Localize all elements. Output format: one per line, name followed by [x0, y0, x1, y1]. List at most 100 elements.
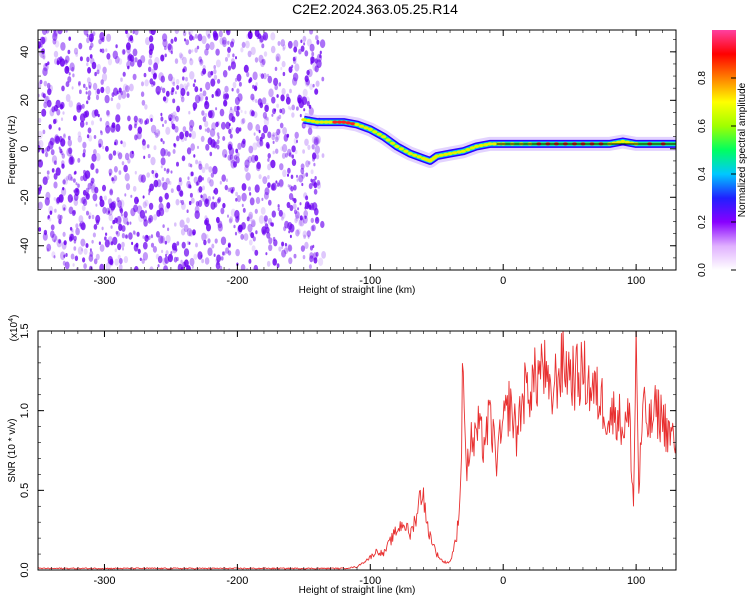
- noise-blob: [197, 145, 199, 149]
- noise-blob: [253, 132, 256, 136]
- noise-blob: [247, 155, 253, 164]
- colorbar-tick-label: 0.8: [697, 71, 708, 85]
- noise-blob: [50, 230, 55, 238]
- noise-blob: [61, 153, 65, 159]
- noise-blob: [153, 145, 157, 151]
- noise-blob: [162, 140, 165, 145]
- noise-blob: [231, 186, 235, 192]
- noise-blob: [240, 109, 243, 113]
- noise-blob: [42, 232, 48, 241]
- noise-blob: [241, 203, 244, 208]
- noise-blob: [121, 161, 125, 166]
- noise-blob: [121, 214, 125, 219]
- noise-blob: [229, 133, 233, 139]
- noise-blob: [88, 254, 94, 262]
- noise-blob: [255, 82, 258, 87]
- noise-blob: [301, 182, 304, 187]
- noise-blob: [41, 36, 46, 45]
- noise-blob: [157, 264, 160, 268]
- noise-blob: [289, 223, 295, 233]
- noise-blob: [158, 235, 164, 244]
- noise-blob: [176, 85, 180, 90]
- noise-blob: [75, 52, 79, 57]
- noise-blob: [291, 64, 294, 69]
- noise-blob: [111, 200, 117, 209]
- noise-blob: [242, 138, 246, 145]
- noise-blob: [79, 89, 82, 95]
- noise-blob: [210, 70, 214, 76]
- noise-blob: [118, 58, 123, 65]
- y-axis-label: Frequency (Hz): [7, 116, 18, 185]
- noise-blob: [72, 73, 75, 78]
- noise-blob: [164, 240, 167, 245]
- noise-blob: [236, 88, 240, 94]
- noise-blob: [142, 195, 145, 199]
- noise-blob: [63, 133, 66, 137]
- noise-blob: [195, 242, 198, 248]
- noise-blob: [289, 107, 292, 111]
- noise-blob: [150, 242, 155, 248]
- noise-blob: [284, 242, 287, 247]
- noise-blob: [281, 107, 286, 115]
- noise-blob: [102, 206, 107, 214]
- noise-blob: [305, 172, 309, 177]
- noise-blob: [162, 33, 168, 42]
- noise-blob: [314, 88, 319, 95]
- noise-blob: [80, 222, 86, 231]
- noise-blob: [55, 99, 61, 109]
- noise-blob: [199, 59, 204, 66]
- noise-blob: [88, 135, 93, 142]
- noise-blob: [73, 198, 79, 206]
- noise-blob: [100, 131, 103, 136]
- noise-blob: [274, 66, 278, 71]
- noise-blob: [124, 173, 130, 182]
- noise-blob: [310, 60, 313, 65]
- noise-blob: [116, 231, 120, 237]
- noise-blob: [148, 58, 153, 66]
- noise-blob: [213, 253, 216, 257]
- noise-blob: [148, 30, 153, 34]
- noise-blob: [98, 241, 101, 245]
- noise-blob: [114, 217, 118, 224]
- y-multiplier-label: (x104): [8, 315, 20, 342]
- noise-blob: [65, 66, 69, 71]
- noise-blob: [266, 143, 270, 149]
- noise-blob: [243, 64, 249, 73]
- noise-blob: [70, 233, 75, 241]
- ridge-peak: [336, 120, 343, 124]
- ridge-peak: [367, 127, 373, 131]
- noise-blob: [130, 59, 135, 67]
- noise-blob: [182, 30, 187, 37]
- noise-blob: [287, 167, 291, 174]
- noise-blob: [201, 166, 206, 174]
- noise-blob: [296, 174, 298, 178]
- noise-blob: [105, 125, 111, 134]
- noise-blob: [162, 224, 165, 229]
- noise-blob: [222, 202, 226, 209]
- ridge-peak: [478, 143, 484, 148]
- noise-blob: [198, 125, 202, 130]
- noise-blob: [101, 48, 105, 54]
- noise-blob: [85, 91, 88, 95]
- noise-blob: [102, 145, 105, 150]
- noise-blob: [114, 141, 117, 146]
- noise-blob: [306, 230, 311, 238]
- noise-blob: [187, 176, 190, 180]
- noise-blob: [311, 51, 315, 57]
- noise-blob: [105, 232, 108, 236]
- noise-blob: [186, 217, 190, 224]
- noise-blob: [209, 128, 216, 137]
- noise-blob: [70, 176, 74, 182]
- noise-blob: [100, 79, 104, 85]
- noise-blob: [215, 121, 219, 128]
- noise-blob: [193, 79, 197, 83]
- ridge-peak: [376, 132, 382, 136]
- noise-blob: [282, 71, 286, 77]
- noise-blob: [129, 221, 132, 225]
- noise-blob: [202, 68, 207, 75]
- noise-blob: [249, 231, 252, 236]
- noise-blob: [41, 149, 45, 154]
- noise-blob: [91, 153, 97, 162]
- noise-blob: [300, 45, 305, 52]
